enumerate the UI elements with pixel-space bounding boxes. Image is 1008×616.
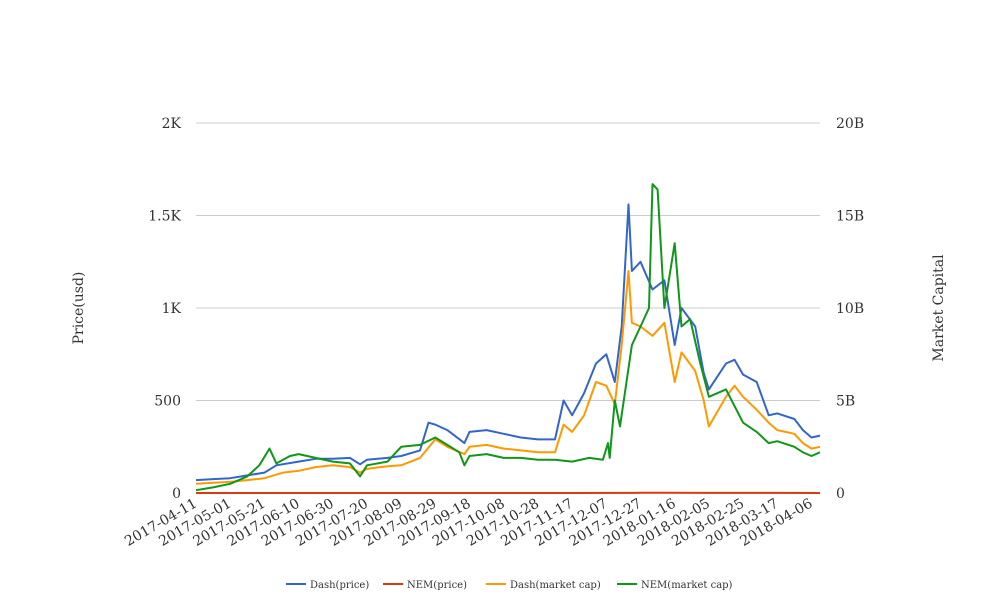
series-line-dash-price [195,203,821,482]
legend-item: Dash(price) [286,580,369,591]
right-tick-label: 10B [836,301,864,317]
right-tick-label: 15B [836,209,864,225]
series-lines [195,183,821,494]
legend-item: NEM(market cap) [617,580,733,591]
left-axis-ticks: 0 500 1K 1.5K 2K [148,116,181,502]
legend-label: NEM(price) [407,580,467,591]
series-line-nem-market-cap [195,183,821,492]
left-tick-label: 0 [172,486,181,502]
legend-label: Dash(market cap) [510,580,601,591]
left-tick-label: 1K [162,301,182,317]
right-tick-label: 5B [836,394,855,410]
x-axis-ticks: 2017-04-112017-05-012017-05-212017-06-10… [122,496,815,550]
left-axis-title: Price(usd) [71,272,87,345]
series-line-dash-market-cap [195,270,821,485]
legend-label: NEM(market cap) [641,580,733,591]
legend-item: Dash(market cap) [486,580,601,591]
legend-item: NEM(price) [383,580,467,591]
right-axis-ticks: 0 5B 10B 15B 20B [836,116,864,502]
left-tick-label: 2K [162,116,182,132]
legend: Dash(price) NEM(price) Dash(market cap) NEM… [286,580,733,591]
right-tick-label: 20B [836,116,864,132]
right-tick-label: 0 [836,486,845,502]
left-tick-label: 1.5K [148,209,181,225]
gridlines [196,122,820,494]
left-tick-label: 500 [154,394,181,410]
right-axis-title: Market Capital [931,254,947,362]
legend-label: Dash(price) [310,580,369,591]
